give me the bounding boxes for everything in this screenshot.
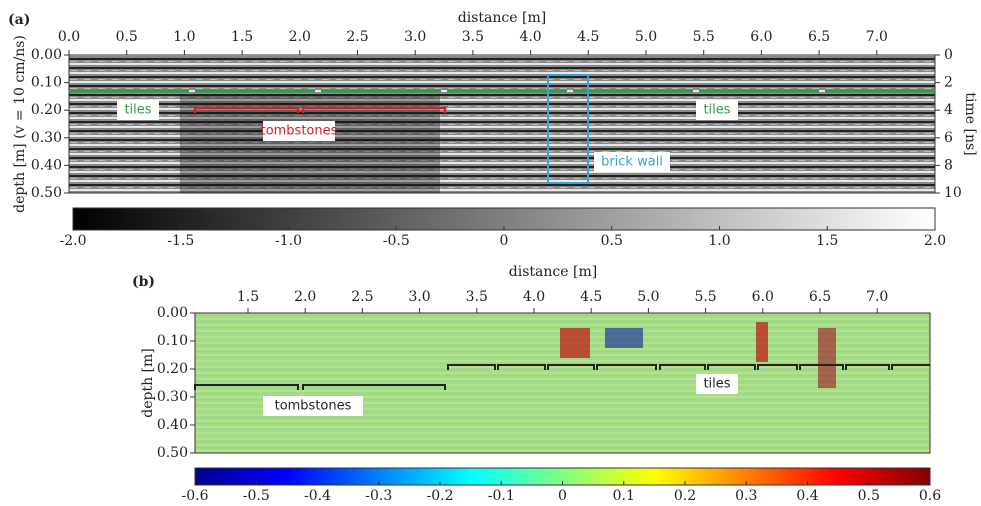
anomalies (560, 322, 836, 388)
y-tick-label: 0.50 (157, 445, 188, 461)
colorbar-tick-label: -0.2 (427, 488, 454, 504)
colorbar-tick-label: 0 (558, 488, 567, 504)
x-axis-label: distance [m] (509, 264, 597, 280)
x-tick-label: 5.5 (694, 289, 716, 305)
colorbar-tick-label: 1.5 (816, 233, 838, 249)
colorbar-tick-label: 0.5 (601, 233, 623, 249)
x-tick-label: 4.5 (577, 29, 599, 45)
x-tick-label: 1.0 (173, 29, 195, 45)
x-tick-label: 2.0 (294, 289, 316, 305)
x-axis-label: distance [m] (458, 10, 546, 26)
x-tick-label: 5.0 (637, 289, 659, 305)
colorbar-tick-label: -0.5 (243, 488, 270, 504)
x-tick-label: 0.0 (58, 29, 80, 45)
bracket (194, 364, 930, 390)
radargram-shade (180, 95, 440, 193)
y-tick-label: 0.20 (31, 102, 62, 118)
brick-wall-box (547, 74, 589, 184)
y2-tick-label: 8 (944, 157, 953, 173)
colorbar-tick-label: -0.3 (365, 488, 392, 504)
y-tick-label: 0.50 (31, 185, 62, 201)
annotation: tiles (124, 103, 151, 118)
x-tick-label: 2.5 (351, 289, 373, 305)
y2-tick-label: 2 (944, 75, 953, 91)
x-tick-label: 2.5 (346, 29, 368, 45)
y-tick-label: 0.30 (157, 389, 188, 405)
x-tick-label: 6.5 (808, 29, 830, 45)
label-box (263, 121, 335, 141)
tombstone-bracket (193, 106, 447, 113)
annotation: tiles (703, 377, 730, 392)
colorbar-tick-label: 0.3 (735, 488, 757, 504)
x-tick-label: 3.5 (466, 289, 488, 305)
colorbar-tick-label: -1.0 (275, 233, 302, 249)
y-tick-label: 0.40 (157, 417, 188, 433)
label-box (696, 374, 738, 394)
x-tick-label: 3.0 (408, 289, 430, 305)
colorbar-tick-label: -0.1 (488, 488, 515, 504)
y2-tick-label: 0 (944, 47, 953, 63)
x-tick-label: 0.5 (116, 29, 138, 45)
x-tick-label: 5.5 (693, 29, 715, 45)
colorbar-tick-label: 2.0 (924, 233, 946, 249)
x-tick-label: 4.0 (523, 289, 545, 305)
x-tick-label: 7.0 (866, 29, 888, 45)
colorbar-tick-label: -0.4 (304, 488, 331, 504)
y2-tick-label: 10 (944, 185, 962, 201)
radargram (68, 54, 936, 194)
colorbar-tick-label: -2.0 (60, 233, 87, 249)
y-tick-label: 0.00 (157, 305, 188, 321)
x-tick-label: 5.0 (635, 29, 657, 45)
x-tick-label: 6.0 (750, 29, 772, 45)
y-tick-label: 0.10 (157, 333, 188, 349)
colorbar-tick-label: 0.1 (613, 488, 635, 504)
colorbar-tick-label: 1.0 (708, 233, 730, 249)
x-tick-label: 3.0 (404, 29, 426, 45)
annotation: brick wall (601, 155, 663, 170)
label-box (594, 152, 670, 172)
annotation: tiles (703, 103, 730, 118)
x-tick-label: 2.0 (289, 29, 311, 45)
y2-tick-label: 6 (944, 130, 953, 146)
annotation: tombstones (261, 124, 338, 139)
colorbar-tick-label: 0.4 (796, 488, 818, 504)
y-tick-label: 0.30 (31, 130, 62, 146)
label-box (696, 100, 738, 120)
label-box (117, 100, 159, 120)
colorbar-tick-label: 0.2 (674, 488, 696, 504)
x-tick-label: 6.0 (752, 289, 774, 305)
x-tick-label: 1.5 (231, 29, 253, 45)
y2-axis-label: time [ns] (962, 92, 978, 155)
colorbar-tick-label: 0 (500, 233, 509, 249)
panel-label: (b) (132, 274, 155, 290)
y-tick-label: 0.20 (157, 361, 188, 377)
colorbar-tick-label: -0.6 (182, 488, 209, 504)
annotation: tombstones (275, 399, 352, 414)
colorbar-tick-label: -0.5 (383, 233, 410, 249)
colorbar-tick-label: -1.5 (167, 233, 194, 249)
y-tick-label: 0.00 (31, 47, 62, 63)
y-axis-label: depth [m] (140, 348, 156, 418)
x-tick-label: 1.5 (237, 289, 259, 305)
y-tick-label: 0.40 (31, 157, 62, 173)
x-tick-label: 4.0 (519, 29, 541, 45)
x-tick-label: 4.5 (580, 289, 602, 305)
label-box (263, 396, 363, 416)
colorbar-tick-label: 0.6 (919, 488, 941, 504)
x-tick-label: 3.5 (462, 29, 484, 45)
y2-tick-label: 4 (944, 102, 953, 118)
x-tick-label: 7.0 (866, 289, 888, 305)
panel-label: (a) (8, 12, 30, 28)
y-axis-label: depth [m] (v = 10 cm/ns) (12, 35, 28, 213)
colorbar-tick-label: 0.5 (858, 488, 880, 504)
y-tick-label: 0.10 (31, 75, 62, 91)
x-tick-label: 6.5 (809, 289, 831, 305)
